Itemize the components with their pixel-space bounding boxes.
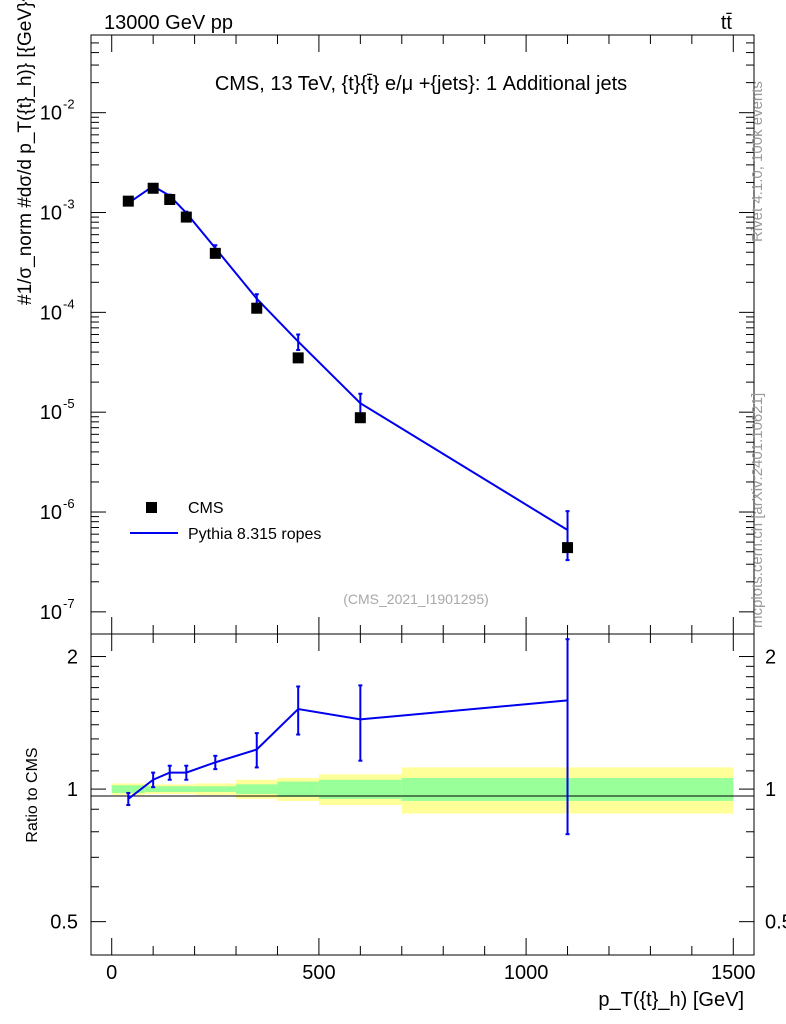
y-tick-label: 10 (40, 602, 62, 624)
x-tick-label: 500 (302, 962, 335, 984)
main-y-label: #1/σ_norm #dσ/d p_T({t}_h)} [{GeV}^-1] (15, 0, 36, 305)
data-point (180, 211, 192, 223)
y-tick-exponent: -4 (63, 296, 75, 311)
y-tick-label: 10 (40, 402, 62, 424)
ratio-band-stat (161, 786, 179, 792)
ratio-band-stat (178, 786, 195, 792)
mcplots-label-text: mcplots.cern.ch [arXiv:2401.10621] (749, 393, 766, 628)
legend: CMS Pythia 8.315 ropes (130, 500, 321, 543)
main-y-label-text: #1/σ_norm #dσ/d p_T({t}_h)} [{GeV}^-1] (15, 0, 36, 305)
mc-line (127, 184, 569, 531)
ratio-band-stat (144, 786, 162, 792)
ratio-band-stat (277, 781, 319, 797)
main-panel: 10-210-310-410-510-610-7 CMS, 13 TeV, {t… (40, 34, 755, 635)
ratio-axis-ticks: 2 2 1 1 0.5 0.5 0 500 1000 1500 (50, 634, 786, 984)
ratio-uncertainty-bands (111, 767, 734, 814)
x-axis-label: p_T({t}_h) [GeV] (598, 989, 744, 1011)
rivet-label-text: Rivet 4.1.0, 100k events (749, 81, 766, 242)
ratio-frame (90, 633, 755, 956)
ratio-tick-label-right: 1 (765, 779, 776, 801)
ratio-tick-label-right: 2 (765, 647, 776, 669)
data-point (164, 194, 176, 206)
ratio-mc-series (126, 638, 570, 836)
ratio-band-stat (194, 786, 237, 792)
analysis-id: (CMS_2021_I1901295) (343, 591, 489, 607)
y-tick-exponent: -3 (63, 197, 75, 212)
ratio-tick-label-right: 0.5 (765, 912, 786, 934)
ratio-panel: 2 2 1 1 0.5 0.5 0 500 1000 1500 (50, 633, 786, 984)
x-tick-label: 1500 (711, 962, 756, 984)
y-tick-exponent: -7 (63, 596, 75, 611)
y-tick-label: 10 (40, 502, 62, 524)
data-point (147, 182, 159, 194)
legend-data-label: CMS (188, 500, 224, 517)
data-series (122, 182, 574, 554)
y-tick-label: 10 (40, 203, 62, 225)
analysis-title: CMS, 13 TeV, {t}{t̄} e/μ +{jets}: 1 Addi… (215, 73, 627, 95)
x-tick-label: 0 (106, 962, 117, 984)
data-point (122, 195, 134, 207)
main-axis-ticks: 10-210-310-410-510-610-7 (40, 34, 754, 634)
ratio-band-stat (236, 784, 278, 794)
ratio-tick-label-left: 1 (67, 779, 78, 801)
ratio-band-stat (318, 779, 402, 799)
legend-data-marker (146, 502, 157, 513)
rivet-label: Rivet 4.1.0, 100k events (749, 81, 766, 242)
x-tick-label: 1000 (504, 962, 549, 984)
ratio-y-label-text: Ratio to CMS (24, 747, 41, 842)
data-point (292, 352, 304, 364)
process-label: tt̄ (721, 12, 733, 34)
data-point (209, 247, 221, 259)
mcplots-label: mcplots.cern.ch [arXiv:2401.10621] (749, 393, 766, 628)
ratio-band-stat (111, 785, 145, 793)
y-tick-exponent: -2 (63, 97, 75, 112)
y-tick-label: 10 (40, 103, 62, 125)
ratio-tick-label-left: 2 (67, 647, 78, 669)
legend-mc-label: Pythia 8.315 ropes (188, 526, 321, 543)
data-point (354, 412, 366, 424)
ratio-y-label: Ratio to CMS (24, 747, 41, 842)
data-point (251, 302, 263, 314)
main-frame (90, 34, 755, 635)
beam-label: 13000 GeV pp (104, 12, 233, 34)
y-tick-label: 10 (40, 302, 62, 324)
y-tick-exponent: -5 (63, 396, 75, 411)
data-point (562, 542, 574, 554)
y-tick-exponent: -6 (63, 496, 75, 511)
ratio-tick-label-left: 0.5 (50, 912, 78, 934)
